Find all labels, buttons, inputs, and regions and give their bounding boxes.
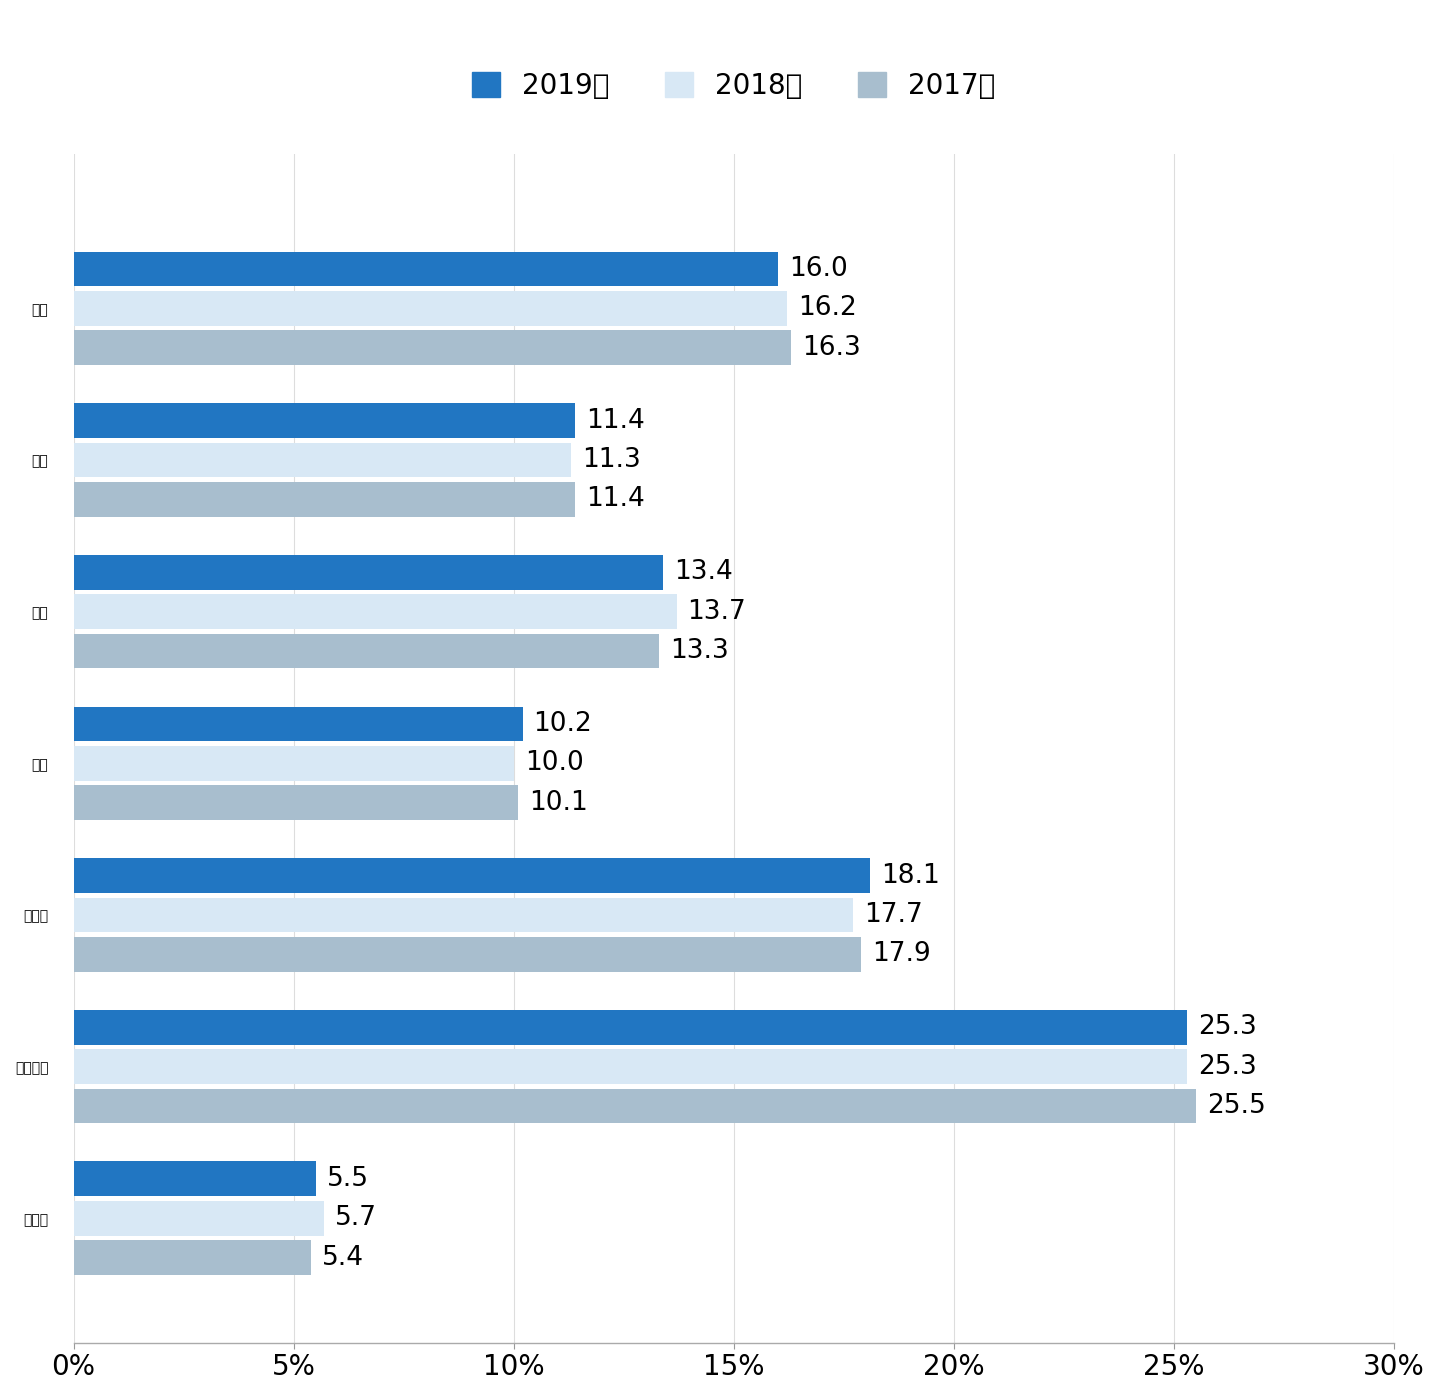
Legend: 2019年, 2018年, 2017年: 2019年, 2018年, 2017年: [461, 60, 1007, 110]
Bar: [73, 898, 852, 933]
Text: 16.3: 16.3: [802, 335, 861, 360]
Text: 5.4: 5.4: [323, 1245, 364, 1270]
Text: 11.4: 11.4: [586, 486, 645, 512]
Text: 5.5: 5.5: [327, 1166, 369, 1192]
Text: 13.3: 13.3: [670, 638, 729, 664]
Bar: [73, 595, 677, 630]
Text: 10.2: 10.2: [533, 711, 592, 737]
Bar: [73, 937, 861, 972]
Bar: [73, 331, 791, 366]
Bar: [73, 1009, 1187, 1044]
Text: 18.1: 18.1: [881, 863, 940, 888]
Text: 16.0: 16.0: [789, 255, 848, 282]
Text: 11.4: 11.4: [586, 408, 645, 434]
Text: 10.0: 10.0: [524, 750, 583, 776]
Bar: [73, 403, 576, 438]
Text: 16.2: 16.2: [798, 296, 857, 321]
Bar: [73, 706, 523, 741]
Text: 11.3: 11.3: [582, 447, 641, 473]
Text: 17.9: 17.9: [873, 941, 932, 967]
Bar: [73, 859, 870, 893]
Bar: [73, 251, 778, 286]
Bar: [73, 745, 514, 780]
Bar: [73, 634, 660, 669]
Bar: [73, 1161, 315, 1196]
Text: 25.5: 25.5: [1207, 1093, 1266, 1120]
Text: 25.3: 25.3: [1198, 1013, 1257, 1040]
Text: 25.3: 25.3: [1198, 1054, 1257, 1079]
Bar: [73, 482, 576, 517]
Text: 17.7: 17.7: [864, 902, 923, 928]
Text: 13.4: 13.4: [674, 560, 733, 585]
Text: 5.7: 5.7: [336, 1205, 377, 1231]
Bar: [73, 1201, 324, 1235]
Text: 13.7: 13.7: [687, 599, 746, 624]
Bar: [73, 1089, 1197, 1124]
Bar: [73, 443, 570, 477]
Bar: [73, 290, 786, 325]
Bar: [73, 1050, 1187, 1083]
Bar: [73, 786, 518, 819]
Text: 10.1: 10.1: [528, 790, 588, 815]
Bar: [73, 1240, 311, 1275]
Bar: [73, 554, 664, 589]
